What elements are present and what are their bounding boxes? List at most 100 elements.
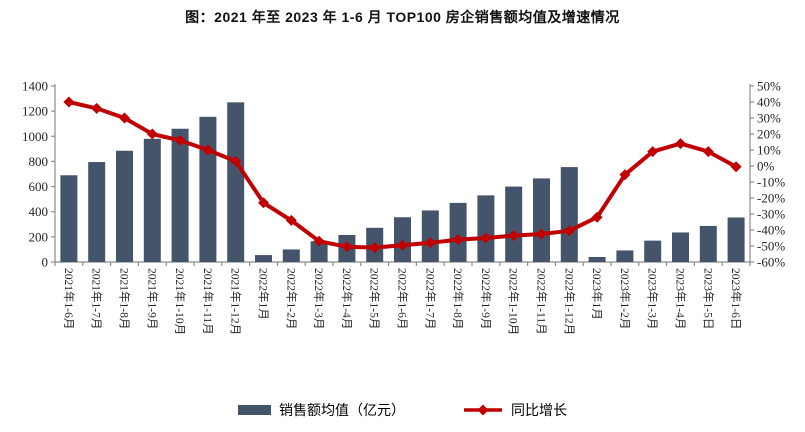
growth-line-marker — [202, 144, 214, 156]
bar — [560, 167, 578, 262]
x-axis-category-label: 2022年1-9月 — [479, 268, 493, 329]
bar — [116, 150, 133, 262]
growth-line-marker — [230, 155, 242, 167]
growth-line-marker — [285, 214, 297, 226]
growth-line-marker — [563, 225, 575, 237]
growth-line-marker — [313, 235, 325, 247]
x-axis-category-label: 2023年1-6日 — [729, 268, 743, 329]
growth-line-marker — [341, 241, 353, 253]
x-axis-category-label: 2021年1-12月 — [229, 268, 243, 335]
bar-series-label: 销售额均值（亿元） — [279, 404, 405, 419]
right-axis-tick-label: -30% — [757, 207, 785, 222]
growth-line-marker — [647, 146, 659, 158]
x-axis-category-label: 2022年1-7月 — [423, 268, 437, 329]
growth-line-marker — [424, 237, 436, 249]
bar — [533, 178, 550, 262]
x-axis-category-label: 2021年1-9月 — [145, 268, 159, 329]
bar — [727, 217, 745, 262]
bar — [477, 195, 495, 262]
chart-title: 图：2021 年至 2023 年 1-6 月 TOP100 房企销售额均值及增速… — [185, 9, 620, 25]
left-axis-tick-label: 1400 — [22, 79, 48, 94]
left-axis-tick-label: 0 — [42, 255, 49, 270]
right-axis-tick-label: 0% — [757, 159, 775, 174]
x-axis-category-label: 2022年1-5月 — [368, 268, 382, 329]
bar — [227, 102, 245, 262]
bar — [143, 138, 161, 262]
bar — [644, 240, 662, 262]
bar-series-swatch — [238, 405, 271, 415]
growth-line-marker — [480, 232, 492, 244]
right-axis-tick-label: 20% — [757, 127, 781, 142]
bar — [171, 128, 189, 262]
bar — [310, 241, 328, 262]
growth-line-marker — [675, 138, 686, 150]
x-axis-category-label: 2022年1月 — [257, 268, 271, 320]
x-axis-category-label: 2021年1-6月 — [62, 268, 76, 329]
growth-line-marker — [730, 161, 742, 173]
x-axis-category-label: 2022年1-3月 — [312, 268, 326, 329]
growth-line-marker — [591, 211, 603, 223]
right-axis-tick-label: -60% — [757, 255, 785, 270]
legend-item-line: 同比增长 — [463, 400, 567, 420]
x-axis-category-label: 2021年1-8月 — [118, 268, 132, 329]
right-axis-tick-label: 10% — [757, 143, 781, 158]
x-axis-category-label: 2022年1-4月 — [340, 268, 354, 329]
growth-line-marker — [174, 134, 186, 146]
left-axis-tick-label: 400 — [29, 204, 49, 219]
x-axis-category-label: 2022年1-8月 — [451, 268, 465, 329]
growth-line-marker — [508, 230, 520, 242]
right-axis-tick-label: -50% — [757, 239, 785, 254]
bar — [505, 186, 523, 262]
line-series-marker-icon — [464, 404, 502, 416]
right-axis-tick-label: -10% — [757, 175, 785, 190]
x-axis-category-label: 2021年1-10月 — [173, 268, 187, 335]
x-axis-category-label: 2023年1-4月 — [674, 268, 688, 329]
x-axis-category-label: 2023年1-5日 — [701, 268, 715, 329]
bar — [449, 202, 467, 262]
x-axis-category-label: 2022年1-10月 — [507, 268, 521, 335]
growth-line-marker — [397, 239, 408, 251]
bar — [255, 255, 272, 262]
right-axis-tick-label: -20% — [757, 191, 785, 206]
right-axis-tick-label: 50% — [757, 79, 781, 94]
growth-line-marker — [452, 234, 464, 246]
left-axis-tick-label: 600 — [29, 179, 49, 194]
left-axis-tick-label: 1000 — [22, 129, 48, 144]
bar — [88, 162, 106, 262]
bar — [421, 210, 439, 262]
bar — [282, 249, 300, 262]
growth-line-marker — [146, 128, 158, 140]
bar — [394, 217, 411, 262]
x-axis-category-label: 2021年1-7月 — [90, 268, 104, 329]
x-axis-category-label: 2022年1-12月 — [562, 268, 576, 335]
growth-line-marker — [702, 146, 714, 158]
growth-line-marker — [369, 242, 381, 254]
bar — [616, 250, 634, 262]
line-series-label: 同比增长 — [511, 404, 567, 419]
right-axis-tick-label: 40% — [757, 95, 781, 110]
left-axis-tick-label: 200 — [29, 229, 49, 244]
bar — [199, 116, 217, 262]
bar — [699, 225, 717, 262]
x-axis-category-label: 2022年1-2月 — [284, 268, 298, 329]
bar — [672, 232, 689, 262]
growth-line-marker — [258, 197, 269, 209]
growth-line-marker — [119, 112, 130, 124]
bar — [60, 175, 78, 262]
growth-line-marker — [91, 102, 103, 114]
x-axis-category-label: 2022年1-11月 — [535, 268, 549, 335]
legend-item-bar: 销售额均值（亿元） — [238, 400, 405, 420]
bar — [588, 256, 606, 262]
growth-line-marker — [536, 228, 547, 240]
x-axis-category-label: 2023年1-2月 — [618, 268, 632, 329]
growth-line-marker — [63, 96, 75, 108]
growth-line-marker — [619, 169, 631, 181]
chart-legend: 销售额均值（亿元） 同比增长 — [0, 400, 805, 420]
x-axis-category-label: 2023年1-3月 — [646, 268, 660, 329]
x-axis-category-label: 2022年1-6月 — [396, 268, 410, 329]
right-axis-tick-label: -40% — [757, 223, 785, 238]
left-axis-tick-label: 800 — [29, 154, 49, 169]
left-axis-tick-label: 1200 — [22, 104, 48, 119]
